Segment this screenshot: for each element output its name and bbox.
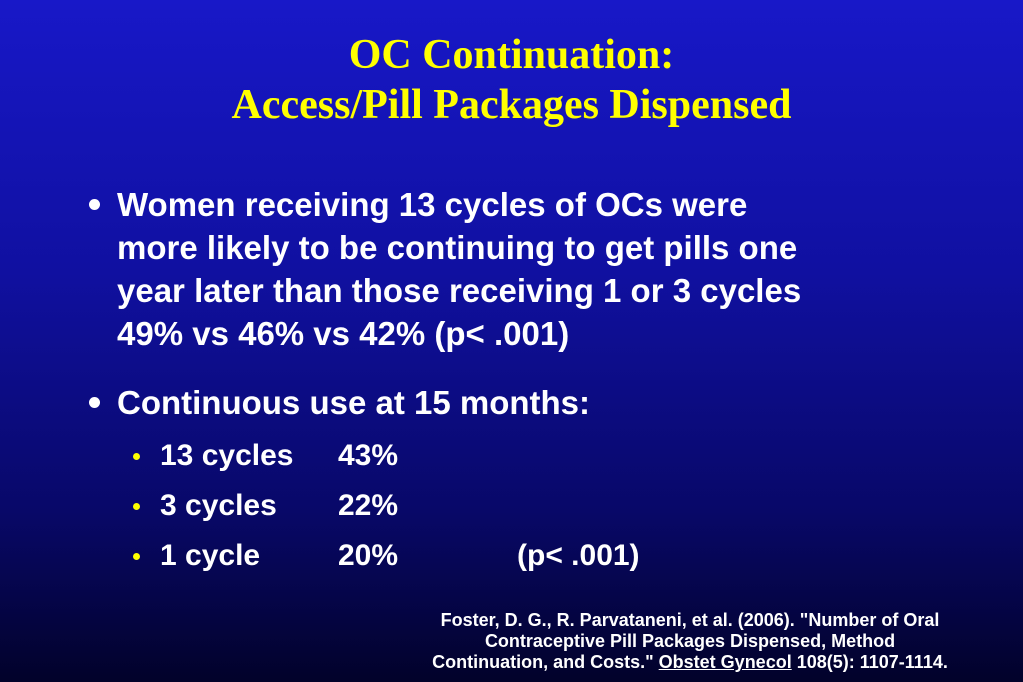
bullet-text: more likely to be continuing to get pill… <box>117 229 798 266</box>
title-line: Access/Pill Packages Dispensed <box>231 82 792 128</box>
item-value: 20% <box>338 539 399 572</box>
journal-name: Obstet Gynecol <box>658 652 792 672</box>
citation-text: Continuation, and Costs." <box>432 652 654 672</box>
citation-text: 108(5): 1107-1114. <box>796 652 948 672</box>
bullet-marker <box>89 397 100 408</box>
sub-bullet-marker <box>133 503 140 510</box>
item-label: 13 cycles <box>160 439 294 472</box>
item-value: 22% <box>338 489 399 522</box>
citation-line: Contraceptive Pill Packages Dispensed, M… <box>484 631 896 651</box>
item-note: (p< .001) <box>517 539 640 572</box>
citation-line: Continuation, and Costs." Obstet Gynecol… <box>330 652 1023 673</box>
citation-line: Foster, D. G., R. Parvataneni, et al. (2… <box>440 610 940 630</box>
sub-bullet-marker <box>133 453 140 460</box>
bullet-text: 49% vs 46% vs 42% (p< .001) <box>117 315 570 352</box>
sub-bullet-marker <box>133 553 140 560</box>
bullet-text: Continuous use at 15 months: <box>117 384 591 421</box>
item-label: 3 cycles <box>160 489 277 522</box>
bullet-text: Women receiving 13 cycles of OCs were <box>117 186 748 223</box>
bullet-text: year later than those receiving 1 or 3 c… <box>117 272 802 309</box>
bullet-marker <box>89 199 100 210</box>
title-line: OC Continuation: <box>348 32 675 78</box>
item-value: 43% <box>338 439 399 472</box>
item-label: 1 cycle <box>160 539 261 572</box>
